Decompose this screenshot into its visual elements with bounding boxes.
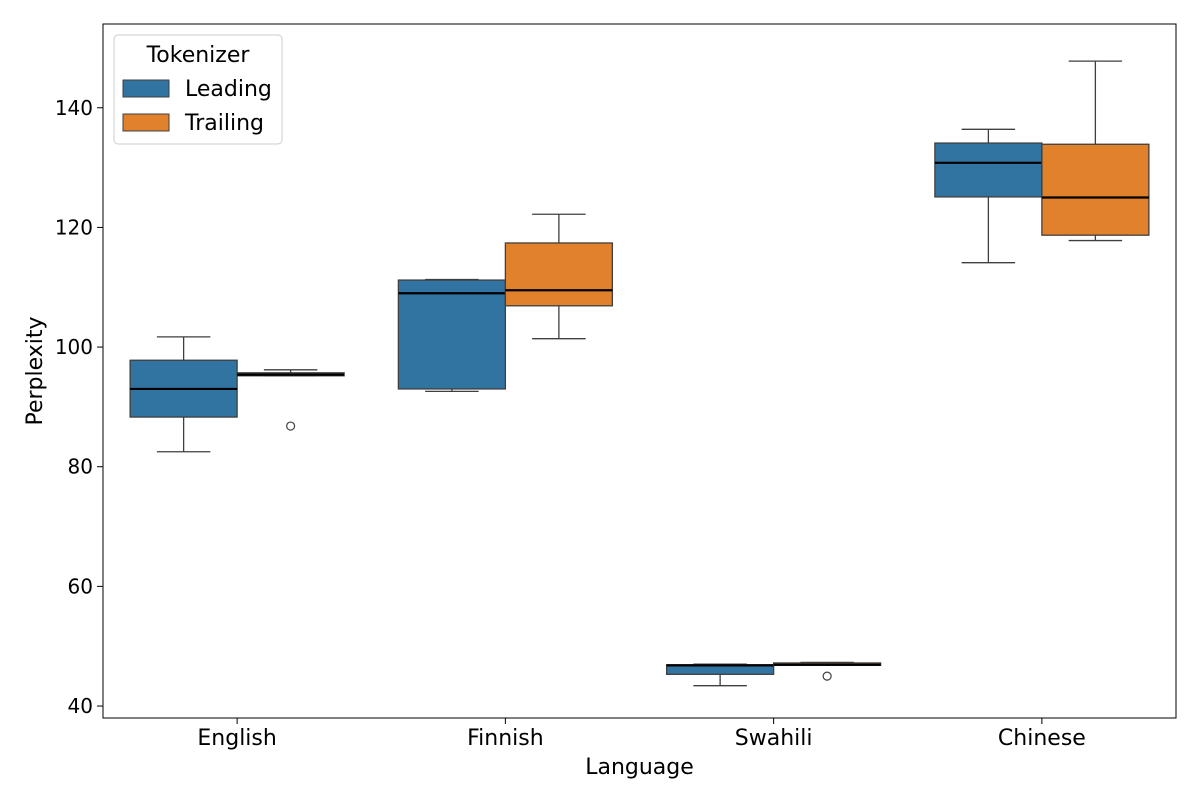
legend-title: Tokenizer — [146, 43, 251, 68]
box-trailing-english — [236, 369, 345, 431]
boxes-layer — [129, 60, 1150, 687]
box-leading-chinese — [934, 128, 1043, 264]
legend-swatch-trailing — [122, 113, 170, 132]
y-axis-label: Perplexity — [23, 316, 48, 425]
box-trailing-swahili — [772, 661, 882, 681]
iqr-box — [934, 142, 1043, 198]
x-axis: English Finnish Swahili Chinese — [197, 718, 1086, 751]
iqr-box — [504, 242, 614, 307]
y-tick-label: 140 — [55, 96, 93, 120]
y-tick-label: 120 — [55, 215, 93, 239]
box-leading-finnish — [397, 278, 507, 392]
legend: Tokenizer Leading Trailing — [113, 34, 283, 145]
x-tick-label-finnish: Finnish — [467, 726, 544, 751]
legend-label-leading: Leading — [185, 77, 272, 102]
y-axis: 40 60 80 100 120 140 — [55, 96, 103, 718]
box-leading-swahili — [665, 663, 775, 687]
x-tick-label-chinese: Chinese — [998, 726, 1086, 751]
iqr-box — [1041, 143, 1150, 236]
x-tick-label-english: English — [197, 726, 276, 751]
box-trailing-finnish — [504, 213, 614, 340]
y-tick-label: 80 — [68, 455, 93, 479]
legend-swatch-leading — [122, 79, 170, 98]
plot-frame — [102, 23, 1177, 719]
outlier-point — [822, 671, 832, 681]
y-tick-label: 100 — [55, 335, 93, 359]
y-tick-label: 40 — [68, 694, 93, 718]
box-leading-english — [129, 336, 238, 453]
x-tick-label-swahili: Swahili — [735, 726, 813, 751]
outlier-point — [286, 421, 296, 431]
y-tick-label: 60 — [68, 574, 93, 598]
legend-label-trailing: Trailing — [184, 111, 264, 136]
x-axis-label: Language — [585, 755, 694, 780]
iqr-box — [397, 279, 507, 390]
box-trailing-chinese — [1041, 60, 1150, 242]
